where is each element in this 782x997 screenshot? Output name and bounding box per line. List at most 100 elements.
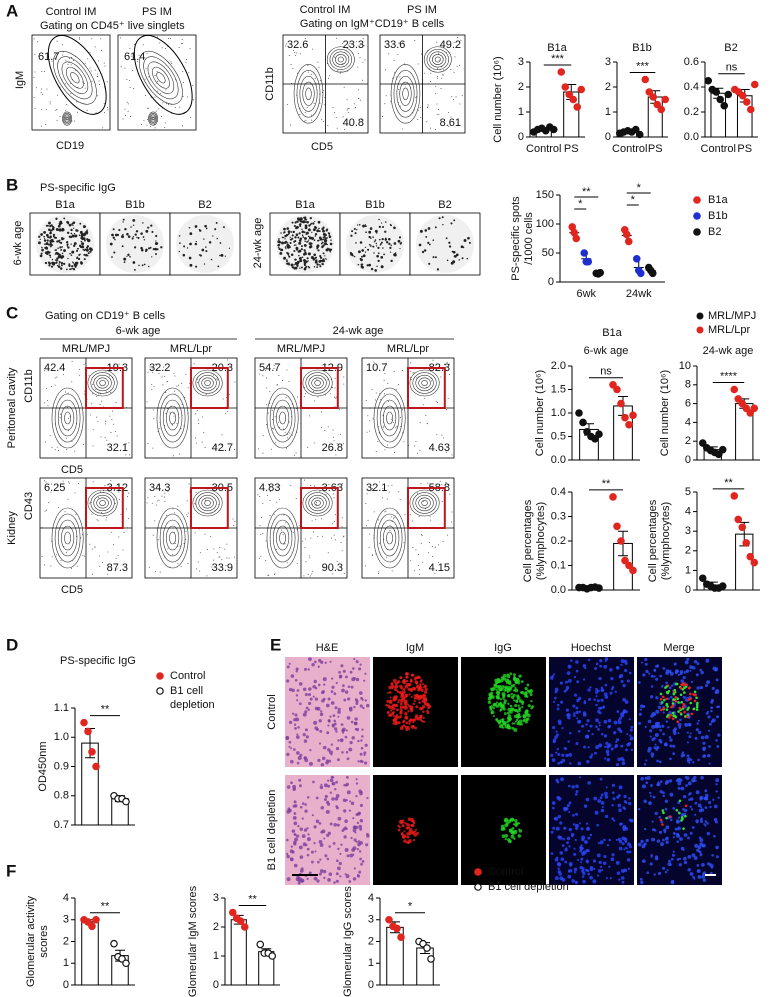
spot — [374, 229, 378, 233]
event-dot — [431, 380, 433, 382]
event-dot — [420, 542, 422, 544]
contour — [195, 492, 220, 514]
event-dot — [371, 555, 373, 557]
spot — [372, 236, 374, 238]
strain-label: MRL/MPJ — [62, 343, 110, 355]
cell — [551, 675, 554, 678]
cell — [684, 809, 688, 812]
event-dot — [103, 62, 105, 64]
cell — [706, 680, 710, 684]
event-dot — [269, 515, 271, 517]
significance: *** — [636, 60, 650, 72]
cell — [392, 718, 396, 723]
significance: ** — [101, 704, 110, 716]
cell — [295, 735, 300, 739]
spot — [203, 263, 206, 265]
cell — [580, 857, 584, 861]
spot — [389, 251, 392, 253]
cell — [514, 704, 518, 708]
event-dot — [70, 64, 72, 66]
event-dot — [435, 85, 437, 87]
cell — [672, 752, 676, 756]
cell — [587, 781, 591, 785]
event-dot — [427, 552, 429, 554]
cell — [331, 781, 336, 786]
event-dot — [164, 500, 166, 502]
cell — [560, 777, 564, 782]
contour — [198, 494, 217, 512]
cell — [694, 801, 698, 805]
cell — [515, 718, 519, 722]
event-dot — [437, 544, 439, 546]
event-dot — [290, 63, 292, 65]
spot — [123, 257, 127, 261]
cell — [606, 757, 611, 762]
spot — [205, 246, 207, 248]
event-dot — [383, 425, 385, 427]
spot — [66, 241, 69, 244]
event-dot — [452, 99, 454, 101]
spot — [155, 253, 157, 255]
cell — [628, 850, 632, 854]
cell — [694, 736, 698, 740]
cell — [400, 692, 405, 697]
cell — [698, 850, 702, 854]
cell — [514, 720, 517, 723]
event-dot — [375, 369, 377, 371]
cell — [404, 712, 408, 716]
cell — [591, 733, 594, 736]
spot — [140, 248, 144, 252]
cell — [333, 719, 337, 723]
cell — [504, 817, 509, 822]
cell — [669, 792, 674, 797]
contour — [64, 531, 72, 545]
cell — [393, 685, 397, 689]
cell — [682, 827, 685, 830]
event-dot — [33, 38, 35, 40]
x-tick-label: PS — [648, 143, 663, 155]
event-dot — [399, 417, 401, 419]
spot — [286, 262, 289, 265]
spot — [322, 238, 325, 240]
event-dot — [183, 543, 185, 545]
y-tick-label: 0 — [518, 131, 524, 143]
cell — [506, 725, 511, 729]
cell — [587, 836, 591, 840]
cell — [354, 717, 358, 721]
event-dot — [399, 105, 401, 107]
event-dot — [305, 119, 307, 121]
cell — [513, 830, 518, 835]
spot — [321, 227, 324, 231]
event-dot — [122, 118, 124, 120]
event-dot — [111, 418, 113, 420]
spot — [45, 242, 49, 246]
cell — [603, 734, 608, 738]
event-dot — [398, 43, 400, 45]
cell — [288, 720, 293, 725]
cell — [605, 786, 608, 789]
contour — [61, 61, 89, 94]
cell — [687, 781, 692, 786]
cell — [605, 814, 609, 819]
spot — [111, 233, 114, 237]
significance: ** — [582, 186, 591, 198]
cell — [419, 684, 422, 687]
cell — [361, 735, 364, 738]
spot — [71, 265, 74, 268]
cell — [604, 745, 607, 748]
spot — [301, 228, 303, 230]
cell — [317, 665, 320, 668]
cell — [638, 712, 642, 716]
cell — [582, 850, 587, 855]
cell — [661, 823, 664, 826]
cell — [695, 790, 700, 795]
spot — [303, 262, 306, 264]
event-dot — [430, 519, 432, 521]
cell — [337, 816, 342, 821]
spot — [286, 227, 290, 230]
cell — [715, 690, 719, 694]
cell — [648, 746, 652, 751]
cell — [565, 688, 569, 691]
cell — [650, 853, 653, 857]
event-dot — [391, 570, 393, 572]
